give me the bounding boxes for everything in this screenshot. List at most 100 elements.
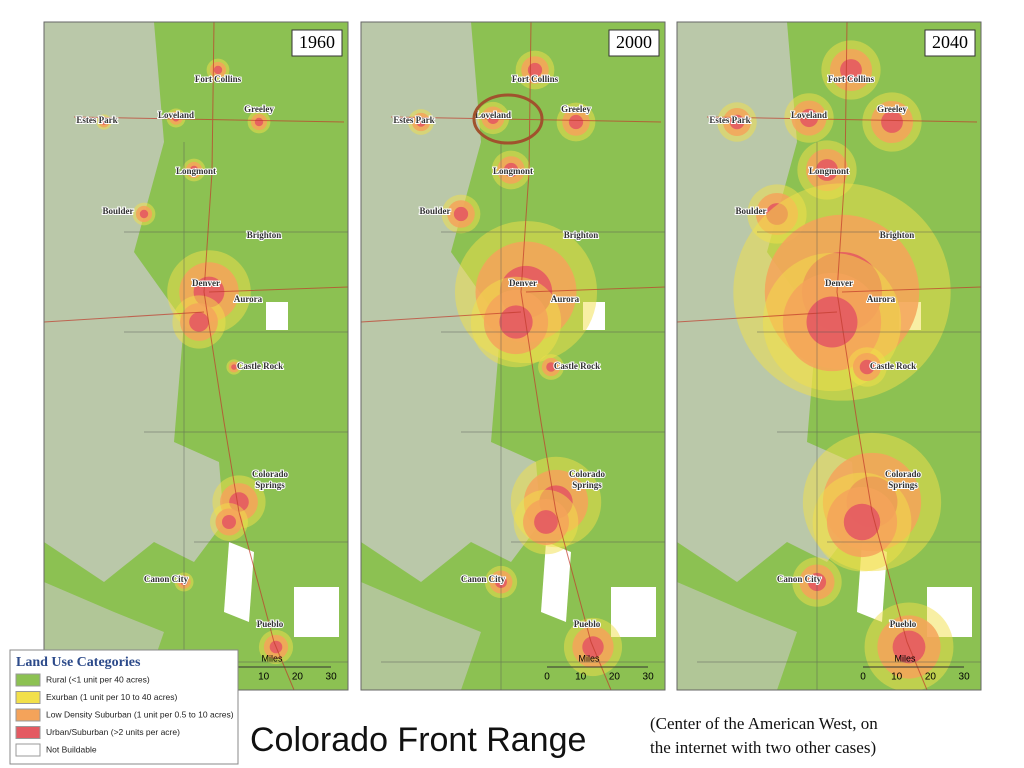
urban-area: [101, 119, 107, 125]
city-label: Brighton: [564, 230, 599, 240]
map-panel: Fort Collins Estes Park Loveland Greeley Lon…: [677, 22, 981, 690]
not-buildable: [611, 587, 656, 637]
city-label: Longmont: [176, 166, 216, 176]
city-label: Pueblo: [257, 619, 284, 629]
mountains: [361, 22, 541, 582]
county-lines: [697, 142, 981, 690]
city-label: Canon City: [777, 574, 822, 584]
county-lines: [381, 142, 665, 690]
scale-unit: Miles: [261, 653, 283, 663]
urban-area: [139, 209, 149, 219]
scale-tick-label: 30: [643, 672, 655, 683]
scale-tick-label: 10: [258, 672, 270, 683]
scale-tick-label: 10: [891, 672, 903, 683]
city-label: Denver: [509, 278, 537, 288]
scale-tick-label: 20: [609, 672, 621, 683]
urban-area: [213, 65, 223, 75]
scale-tick-label: 10: [575, 672, 587, 683]
legend: Land Use Categories Rural (<1 unit per 40…: [9, 649, 239, 765]
mountains: [677, 582, 797, 690]
city-label: Castle Rock: [870, 361, 916, 371]
city-label: Loveland: [791, 110, 827, 120]
urban-area: [453, 206, 469, 222]
mountains: [361, 582, 481, 690]
map-border: [676, 21, 982, 691]
urban-area: [843, 503, 881, 541]
slide-title: Colorado Front Range: [250, 721, 586, 759]
urban-area: [859, 359, 875, 375]
not-buildable: [266, 302, 288, 330]
scale-unit: Miles: [894, 653, 916, 663]
city-label: Estes Park: [393, 115, 434, 125]
city-label: Greeley: [244, 104, 274, 114]
scale-unit: Miles: [578, 653, 600, 663]
legend-swatch: [15, 691, 41, 704]
urban-area: [534, 510, 558, 534]
city-label: Longmont: [809, 166, 849, 176]
urban-area: [189, 312, 209, 332]
scale-tick-label: 20: [925, 672, 937, 683]
city-label: Canon City: [144, 574, 189, 584]
city-label: Boulder: [735, 206, 766, 216]
urban-area: [816, 159, 838, 181]
urban-area: [487, 112, 499, 124]
city-label: Fort Collins: [512, 74, 559, 84]
roads: [361, 22, 665, 690]
city-label: Greeley: [561, 104, 591, 114]
scale-tick-label: 20: [292, 672, 304, 683]
not-buildable: [541, 542, 571, 622]
legend-label: Rural (<1 unit per 40 acres): [46, 674, 150, 684]
city-label: Colorado: [569, 469, 606, 479]
urban-area: [503, 162, 519, 178]
urban-area: [840, 59, 862, 81]
year-box: [291, 29, 343, 57]
urban-area: [806, 296, 858, 348]
legend-box: [9, 649, 239, 765]
city-label: Denver: [192, 278, 220, 288]
urban-area: [189, 165, 199, 175]
legend-swatch: [15, 673, 41, 687]
caption-line: (Center of the American West, on: [650, 714, 878, 733]
not-buildable: [224, 542, 254, 622]
city-label: Colorado: [885, 469, 922, 479]
city-label: Springs: [255, 480, 285, 490]
city-label: Aurora: [551, 294, 580, 304]
city-label: Greeley: [877, 104, 907, 114]
city-label: Aurora: [234, 294, 263, 304]
year-box: [608, 29, 660, 57]
legend-swatch: [15, 726, 41, 739]
urban-area: [729, 114, 745, 130]
urban-area: [416, 117, 426, 127]
city-label: Loveland: [475, 110, 511, 120]
urban-area: [222, 515, 236, 529]
legend-swatch: [15, 743, 41, 757]
mountains: [44, 22, 224, 582]
urban-area: [568, 114, 584, 130]
urban-area: [254, 117, 264, 127]
scale-tick-label: 0: [860, 672, 866, 683]
urban-area: [527, 62, 543, 78]
map-panel: Fort Collins Estes Park Loveland Greeley Lon…: [361, 22, 665, 690]
scale-tick-label: 30: [326, 672, 338, 683]
city-label: Fort Collins: [195, 74, 242, 84]
city-label: Brighton: [880, 230, 915, 240]
city-label: Boulder: [419, 206, 450, 216]
city-label: Denver: [825, 278, 853, 288]
urban-area: [881, 111, 903, 133]
city-label: Estes Park: [709, 115, 750, 125]
legend-label: Low Density Suburban (1 unit per 0.5 to …: [46, 709, 234, 719]
city-label: Aurora: [867, 294, 896, 304]
urban-area: [546, 362, 556, 372]
city-label: Canon City: [461, 574, 506, 584]
not-buildable: [294, 587, 339, 637]
legend-swatch: [15, 708, 41, 722]
highlight-circle: [472, 93, 544, 145]
city-label: Pueblo: [890, 619, 917, 629]
roads: [44, 22, 348, 690]
caption-line: the internet with two other cases): [650, 738, 876, 757]
city-label: Springs: [888, 480, 918, 490]
year-label: 2040: [932, 32, 968, 52]
map-panel: Fort Collins Estes Park Loveland Greeley Lon…: [44, 22, 348, 690]
